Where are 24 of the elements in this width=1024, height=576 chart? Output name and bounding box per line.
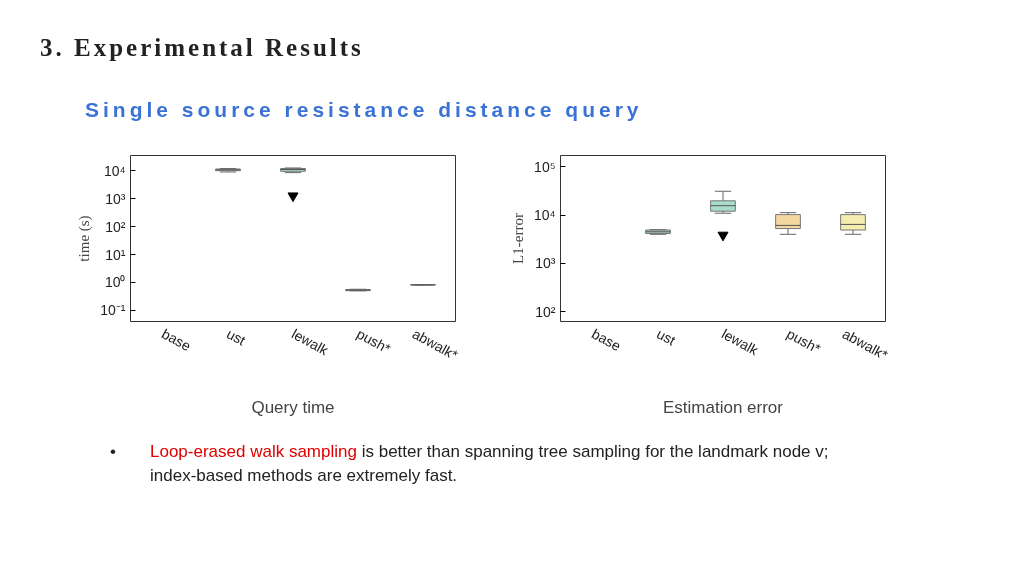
y-tick-label: 10²	[535, 303, 556, 320]
text: •	[110, 441, 117, 463]
y-axis-title: L1-error	[509, 213, 526, 264]
x-tick-label: push*	[784, 325, 824, 357]
y-tick-label: 10⁴	[533, 207, 556, 224]
y-tick-label: 10⁴	[103, 162, 126, 179]
chart-subtitle: Single source resistance distance query	[85, 97, 643, 123]
y-tick-label: 10⁵	[534, 158, 556, 175]
y-tick-label: 10³	[535, 255, 556, 272]
x-tick-label: push*	[354, 325, 394, 357]
y-tick-label: 10⁻¹	[100, 302, 126, 319]
y-tick-label: 10²	[105, 218, 126, 235]
x-tick-label: ust	[654, 325, 679, 349]
x-tick-label: ust	[224, 325, 249, 349]
x-tick-label: base	[589, 325, 624, 355]
text: Loop-erased walk sampling	[150, 442, 357, 461]
x-axis-title: Estimation error	[663, 398, 784, 418]
y-axis-title: time (s)	[76, 215, 94, 262]
y-tick-label: 10³	[105, 190, 126, 207]
chart-title: 3. Experimental Results	[40, 33, 364, 63]
y-tick-label: 10⁰	[104, 274, 126, 291]
x-tick-label: base	[159, 325, 194, 355]
x-axis-title: Query time	[251, 398, 335, 418]
y-tick-label: 10¹	[105, 246, 126, 263]
